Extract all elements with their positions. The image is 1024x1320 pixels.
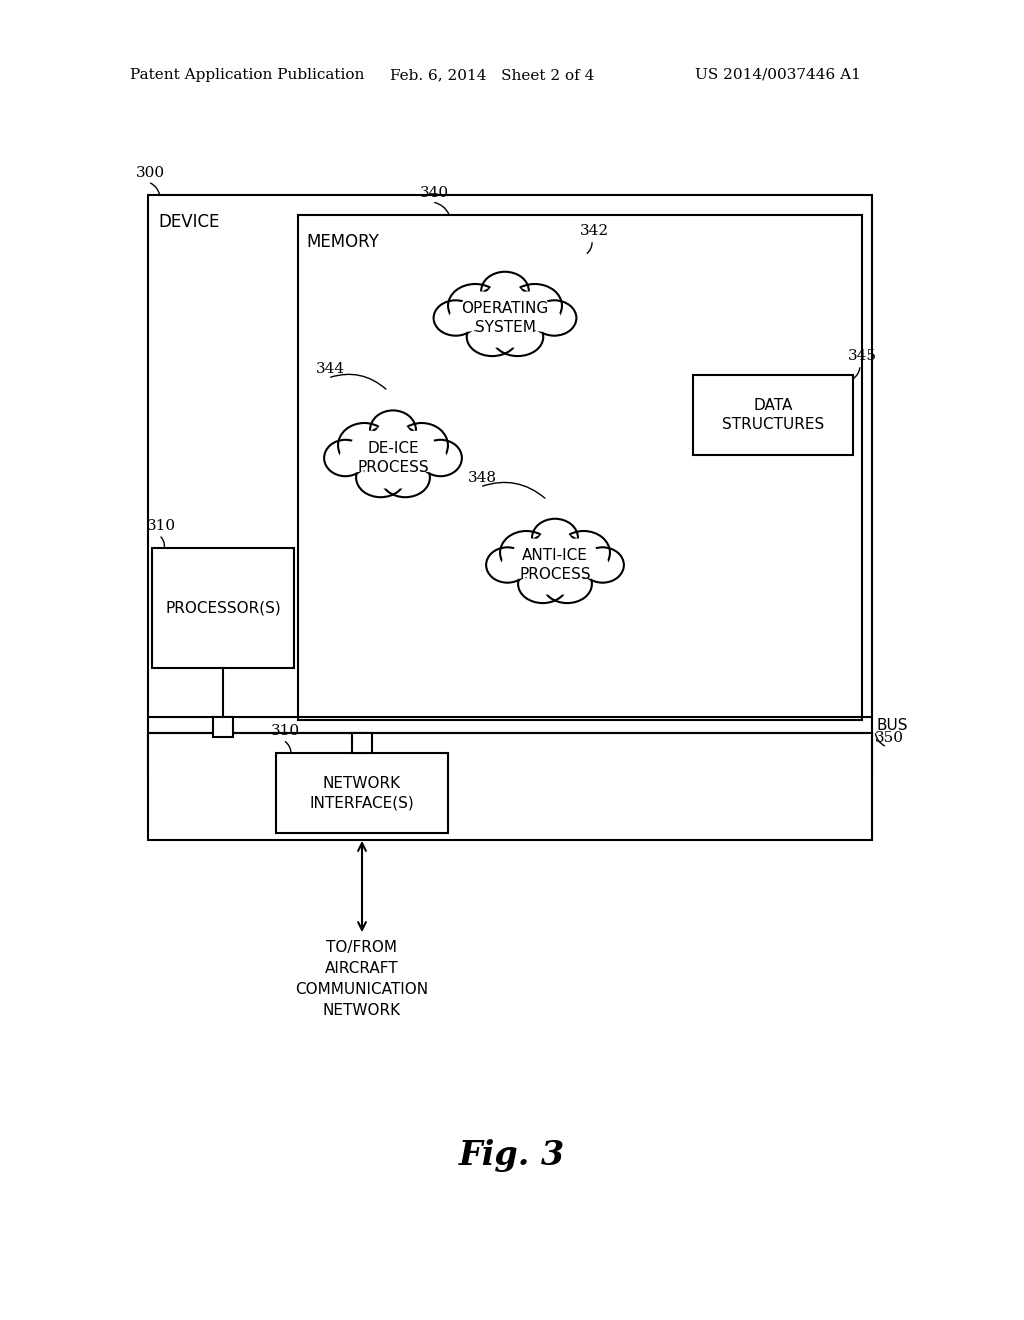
Bar [298,215,862,719]
Text: DEVICE: DEVICE [158,213,219,231]
Text: MEMORY: MEMORY [306,234,379,251]
Bar [693,375,853,455]
Ellipse shape [450,304,483,331]
Bar [148,195,872,775]
Ellipse shape [358,425,427,484]
Text: 345: 345 [848,348,877,363]
Text: ANTI-ICE
PROCESS: ANTI-ICE PROCESS [519,548,591,582]
Ellipse shape [339,444,373,473]
Ellipse shape [528,540,582,585]
Ellipse shape [338,422,390,467]
Bar [276,752,449,833]
Bar [213,717,233,737]
Text: 350: 350 [874,731,904,744]
Ellipse shape [356,458,406,498]
Ellipse shape [375,421,411,451]
Text: TO/FROM
AIRCRAFT
COMMUNICATION
NETWORK: TO/FROM AIRCRAFT COMMUNICATION NETWORK [296,940,429,1018]
Text: DE-ICE
PROCESS: DE-ICE PROCESS [357,441,429,475]
Text: 310: 310 [271,723,300,738]
Ellipse shape [532,519,578,557]
Text: NETWORK
INTERFACE(S): NETWORK INTERFACE(S) [309,776,415,810]
Ellipse shape [350,430,391,466]
Ellipse shape [381,458,430,498]
Ellipse shape [395,422,447,467]
Ellipse shape [538,529,572,558]
Text: BUS: BUS [877,718,908,733]
Ellipse shape [520,533,590,590]
Ellipse shape [493,318,544,356]
Text: 344: 344 [316,362,345,376]
Ellipse shape [325,440,367,477]
Ellipse shape [449,284,503,327]
Text: DATA
STRUCTURES: DATA STRUCTURES [722,397,824,433]
Ellipse shape [486,548,528,582]
Ellipse shape [512,539,553,573]
Text: 310: 310 [147,519,176,533]
Ellipse shape [395,430,436,466]
Ellipse shape [469,286,541,343]
Ellipse shape [367,433,420,478]
Text: 342: 342 [580,224,609,238]
Ellipse shape [477,293,532,338]
Ellipse shape [370,411,416,450]
Ellipse shape [365,458,402,488]
Ellipse shape [582,548,624,582]
Ellipse shape [495,318,535,347]
Text: PROCESSOR(S): PROCESSOR(S) [165,601,281,615]
Text: 340: 340 [420,186,450,201]
Ellipse shape [507,292,550,326]
Ellipse shape [461,292,503,326]
Text: US 2014/0037446 A1: US 2014/0037446 A1 [695,69,861,82]
Text: Fig. 3: Fig. 3 [459,1138,565,1172]
Ellipse shape [500,531,553,574]
Ellipse shape [433,301,478,335]
Ellipse shape [532,301,577,335]
Ellipse shape [419,440,462,477]
Ellipse shape [526,565,564,595]
Bar [152,548,294,668]
Text: 348: 348 [468,471,497,484]
Ellipse shape [543,565,592,603]
Ellipse shape [557,531,610,574]
Ellipse shape [575,552,608,578]
Text: 300: 300 [136,166,165,180]
Ellipse shape [486,282,523,312]
Bar [352,733,372,752]
Ellipse shape [508,284,562,327]
Bar [148,733,872,840]
Ellipse shape [526,304,561,331]
Ellipse shape [414,444,446,473]
Ellipse shape [518,565,567,603]
Ellipse shape [502,552,535,578]
Ellipse shape [546,565,584,595]
Ellipse shape [467,318,518,356]
Text: Patent Application Publication: Patent Application Publication [130,69,365,82]
Text: OPERATING
SYSTEM: OPERATING SYSTEM [462,301,549,335]
Ellipse shape [481,272,528,310]
Ellipse shape [557,539,598,573]
Ellipse shape [383,458,422,488]
Ellipse shape [475,318,515,347]
Text: Feb. 6, 2014   Sheet 2 of 4: Feb. 6, 2014 Sheet 2 of 4 [390,69,594,82]
